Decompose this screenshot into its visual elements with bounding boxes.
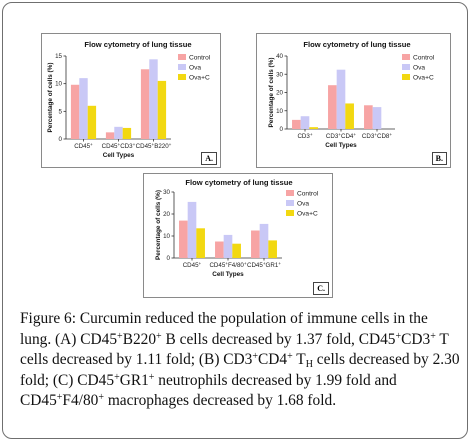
legend-swatch xyxy=(286,200,294,206)
y-tick-label: 0 xyxy=(280,126,284,133)
legend-swatch xyxy=(286,210,294,216)
panel-label-c: C. xyxy=(313,282,329,295)
panel-a: Flow cytometry of lung tissue 0 5 10 15 Perce… xyxy=(41,33,221,168)
bar xyxy=(114,126,123,139)
chart-title: Flow cytometry of lung tissue xyxy=(84,40,191,49)
y-tick-label: 0 xyxy=(59,136,63,143)
legend-label: Control xyxy=(189,55,211,62)
bar xyxy=(268,240,277,258)
chart-c: Flow cytometry of lung tissue 0 10 20 30Perc… xyxy=(155,178,319,278)
legend-label: Ova xyxy=(297,201,309,208)
bar xyxy=(364,105,373,129)
legend-label: Control xyxy=(297,191,319,198)
x-tick-label: CD45+GR1+ xyxy=(247,261,281,269)
x-tick-label: CD45+ xyxy=(74,142,93,150)
bar xyxy=(232,243,241,258)
caption-label: Figure 6: xyxy=(20,310,77,327)
y-tick-label: 10 xyxy=(276,108,283,115)
panel-c: Flow cytometry of lung tissue 0 10 20 30 Perc… xyxy=(143,173,333,298)
legend-swatch xyxy=(178,64,186,70)
y-axis-label: Percentage of cells (%) xyxy=(47,63,54,133)
x-tick-label: CD3+ xyxy=(297,132,312,140)
y-tick-label: 20 xyxy=(163,211,170,218)
bar xyxy=(140,69,150,139)
panel-label-b: B. xyxy=(431,152,447,165)
legend-label: Control xyxy=(413,55,435,62)
x-axis-label: Cell Types xyxy=(325,142,357,149)
x-axis-label: Cell Types xyxy=(103,152,135,159)
legend-swatch xyxy=(178,54,186,60)
chart-b: Flow cytometry of lung tissue 0 10 20 30 40Pe… xyxy=(268,40,435,149)
x-tick-label: CD45+CD3+ xyxy=(102,142,136,150)
x-tick-label: CD45+ xyxy=(183,261,202,269)
y-tick-label: 20 xyxy=(276,90,283,97)
bar xyxy=(179,220,188,258)
legend-swatch xyxy=(286,190,294,196)
bar xyxy=(372,107,382,129)
bar xyxy=(251,230,260,258)
legend-swatch xyxy=(402,64,410,70)
bar xyxy=(300,116,310,129)
caption-text: Curcumin reduced the population of immun… xyxy=(20,310,460,409)
bar xyxy=(87,105,97,139)
bar xyxy=(157,80,167,139)
y-axis-label: Percentage of cells (%) xyxy=(155,190,162,260)
bar xyxy=(309,127,318,129)
bar xyxy=(187,201,197,258)
bar xyxy=(122,127,132,139)
chart-a: Flow cytometry of lung tissue 0 5 10 15Perce… xyxy=(47,40,211,159)
panel-b: Flow cytometry of lung tissue 0 10 20 30 40 Pe… xyxy=(256,33,451,168)
bar xyxy=(105,132,115,139)
legend-swatch xyxy=(402,54,410,60)
bar xyxy=(79,78,88,139)
legend-swatch xyxy=(402,74,410,80)
bar xyxy=(345,103,354,129)
y-tick-label: 0 xyxy=(167,255,171,262)
y-tick-label: 10 xyxy=(163,233,170,240)
y-tick-label: 30 xyxy=(276,71,283,78)
bar xyxy=(70,84,80,139)
x-tick-label: CD3+CD4+ xyxy=(326,132,357,140)
chart-title: Flow cytometry of lung tissue xyxy=(185,178,292,187)
y-tick-label: 5 xyxy=(59,108,63,115)
figure-frame: Flow cytometry of lung tissue 0 5 10 15 Perce… xyxy=(2,2,468,439)
x-tick-label: CD45+B220+ xyxy=(136,142,172,150)
legend-label: Ova xyxy=(413,65,425,72)
figure-caption: Figure 6: Curcumin reduced the populatio… xyxy=(20,309,460,412)
x-axis-label: Cell Types xyxy=(212,271,244,278)
chart-title: Flow cytometry of lung tissue xyxy=(303,40,410,49)
x-tick-label: CD45+F4/80+ xyxy=(209,261,246,269)
legend-label: Ova+C xyxy=(413,75,434,82)
y-axis-label: Percentage of cells (%) xyxy=(268,58,275,128)
bar xyxy=(336,69,346,129)
legend-label: Ova+C xyxy=(297,211,318,218)
y-tick-label: 40 xyxy=(276,53,283,60)
bar xyxy=(328,85,337,129)
legend-label: Ova xyxy=(189,65,201,72)
bar xyxy=(149,59,158,139)
bar xyxy=(223,234,233,258)
y-tick-label: 15 xyxy=(55,53,62,60)
y-tick-label: 10 xyxy=(55,81,62,88)
legend-label: Ova+C xyxy=(189,75,210,82)
x-tick-label: CD3+CD8+ xyxy=(362,132,393,140)
y-tick-label: 30 xyxy=(163,189,170,196)
bar xyxy=(259,223,269,258)
panel-label-a: A. xyxy=(201,152,217,165)
bar xyxy=(292,119,301,129)
bar xyxy=(196,228,205,258)
legend-swatch xyxy=(178,74,186,80)
bar xyxy=(215,241,224,258)
